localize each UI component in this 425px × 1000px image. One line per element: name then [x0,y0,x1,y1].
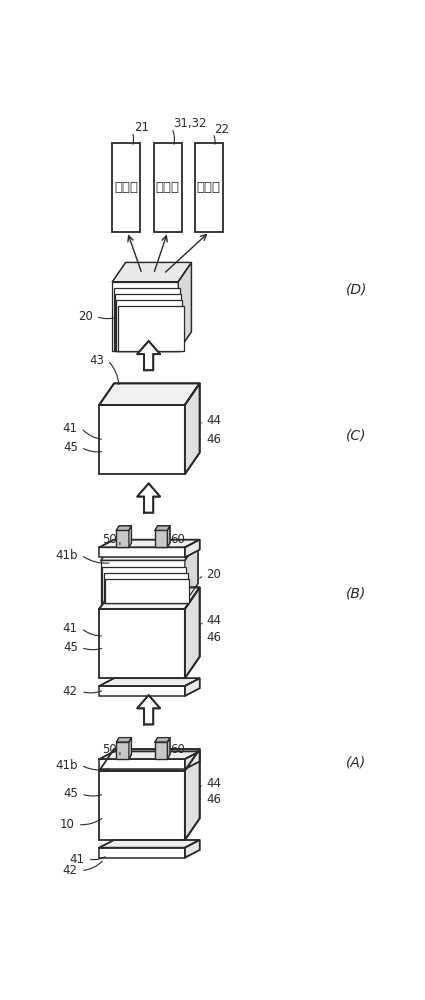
Bar [115,294,181,351]
Bar [101,560,185,603]
Text: 41b: 41b [55,759,78,772]
Bar [99,405,185,474]
Text: 45: 45 [63,787,78,800]
Polygon shape [185,840,200,858]
Text: 45: 45 [63,641,78,654]
Text: 60: 60 [170,743,185,756]
Bar [195,143,223,232]
Bar [116,300,182,351]
Bar [118,306,184,351]
Polygon shape [129,526,131,547]
Bar [116,742,129,759]
Polygon shape [137,695,160,724]
Text: 41: 41 [69,853,85,866]
Bar [99,759,185,769]
Text: 46: 46 [206,433,221,446]
Polygon shape [112,262,191,282]
Text: 44: 44 [206,614,221,627]
Text: (D): (D) [346,282,367,296]
Text: 分隔体: 分隔体 [156,181,180,194]
Text: 50: 50 [102,743,117,756]
Bar [155,742,167,759]
Text: 41b: 41b [55,549,78,562]
Text: 50: 50 [102,533,117,546]
Polygon shape [99,540,200,547]
Polygon shape [155,738,170,742]
Polygon shape [167,738,170,759]
Polygon shape [99,749,200,771]
Text: 负极片: 负极片 [197,181,221,194]
Polygon shape [116,738,131,742]
Bar [155,530,167,547]
Text: (C): (C) [346,429,366,443]
Bar [112,143,140,232]
Polygon shape [185,383,200,474]
Polygon shape [101,541,198,560]
Text: 60: 60 [170,533,185,546]
Polygon shape [185,540,200,557]
Polygon shape [185,587,200,678]
Polygon shape [99,678,200,686]
Polygon shape [167,526,170,547]
Text: 46: 46 [206,631,221,644]
Text: 42: 42 [63,864,78,877]
Text: (A): (A) [346,756,366,770]
Polygon shape [155,526,170,530]
Polygon shape [137,341,160,370]
Text: 45: 45 [63,441,78,454]
Bar [102,567,186,603]
Polygon shape [99,751,200,759]
Polygon shape [99,383,200,405]
Bar [99,771,185,840]
Bar [153,143,181,232]
Text: (B): (B) [346,587,366,601]
Text: 22: 22 [215,123,230,136]
Text: 44: 44 [206,414,221,427]
Bar [114,288,180,351]
Text: 20: 20 [78,310,93,323]
Bar [112,282,178,351]
Bar [105,579,189,603]
Text: 31,32: 31,32 [173,117,207,130]
Polygon shape [116,526,131,530]
Polygon shape [185,678,200,696]
Text: 21: 21 [134,121,149,134]
Polygon shape [99,587,200,609]
Text: 43: 43 [89,354,104,367]
Polygon shape [185,751,200,769]
Polygon shape [129,738,131,759]
Text: 44: 44 [206,777,221,790]
Polygon shape [178,262,191,351]
Polygon shape [137,483,160,513]
Text: 10: 10 [60,818,74,831]
Text: 41: 41 [63,422,78,434]
Polygon shape [99,840,200,848]
Text: 42: 42 [63,685,78,698]
Text: 20: 20 [206,568,221,581]
Bar [99,848,185,858]
Bar [99,686,185,696]
Polygon shape [185,541,198,603]
Bar [116,530,129,547]
Text: 46: 46 [206,793,221,806]
Bar [99,609,185,678]
Bar [104,573,187,603]
Bar [99,547,185,557]
Text: 41: 41 [63,622,78,635]
Text: 正极片: 正极片 [114,181,139,194]
Polygon shape [185,749,200,840]
